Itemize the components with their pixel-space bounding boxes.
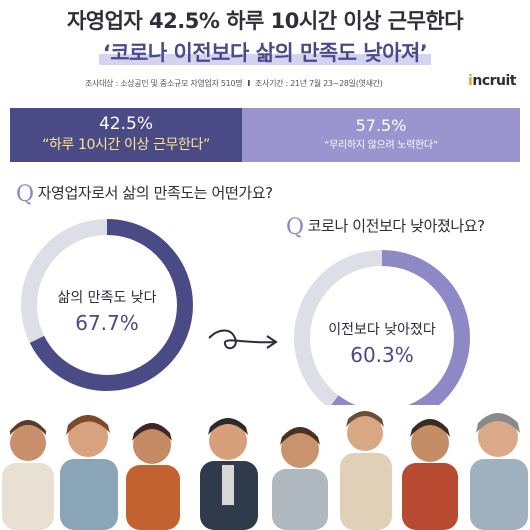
comparison-left-label: “하루 10시간 이상 근무한다” [42,137,210,153]
person-2 [60,415,118,530]
donut-2-value: 60.3% [350,343,414,367]
headline: 자영업자 42.5% 하루 10시간 이상 근무한다 ‘코로나 이전보다 삶의 … [0,6,530,68]
headline-line2-text: ‘코로나 이전보다 삶의 만족도 낮아져’ [98,41,432,65]
survey-info: 조사대상 : 소상공인 및 중소규모 자영업자 510명 I 조사기간 : 21년 … [85,78,383,89]
incruit-logo: incruit [468,73,516,89]
donut-2-center [312,268,452,408]
survey-period: 조사기간 : 21년 7월 23~28일(엿새간) [255,79,383,88]
question-2-mark: Q [286,215,304,240]
comparison-right-label: “무리하지 않으려 노력한다” [324,140,438,151]
donut-1-center [39,237,175,373]
question-1-mark: Q [16,182,34,207]
crowd-illustration [0,405,530,530]
survey-target: 조사대상 : 소상공인 및 중소규모 자영업자 510명 [85,79,243,88]
question-2-text: 코로나 이전보다 낮아졌나요? [307,217,486,235]
headline-line2: ‘코로나 이전보다 삶의 만족도 낮아져’ [0,38,530,68]
work-hours-comparison: 42.5% “하루 10시간 이상 근무한다” 57.5% “무리하지 않으려 … [10,108,520,162]
survey-separator: I [247,79,250,88]
headline-line1: 자영업자 42.5% 하루 10시간 이상 근무한다 [66,9,464,33]
question-2: Q 코로나 이전보다 낮아졌나요? [286,215,485,240]
comparison-left-box: 42.5% “하루 10시간 이상 근무한다” [10,108,242,162]
question-1: Q 자영업자로서 삶의 만족도는 어떤가요? [16,182,273,207]
person-5 [272,427,328,530]
donut-1-label: 삶의 만족도 낮다 [57,290,156,306]
person-6 [340,411,392,530]
donut-1-value-arc [21,219,193,391]
logo-text: ncruit [472,73,516,89]
person-8 [470,413,528,530]
comparison-left-percent: 42.5% [98,114,153,134]
donut-chart-satisfaction: 삶의 만족도 낮다 67.7% [21,219,193,391]
person-1 [2,420,54,530]
person-3 [126,423,180,530]
logo-dot: i [468,73,473,89]
question-1-text: 자영업자로서 삶의 만족도는 어떤가요? [37,184,273,202]
donut-1-value: 67.7% [75,311,139,335]
comparison-right-percent: 57.5% [355,116,407,135]
arrow-icon [208,329,278,350]
donut-2-label: 이전보다 낮아졌다 [328,322,436,338]
person-4 [200,418,258,530]
person-7 [402,419,458,530]
comparison-right-box: 57.5% “무리하지 않으려 노력한다” [242,108,520,162]
